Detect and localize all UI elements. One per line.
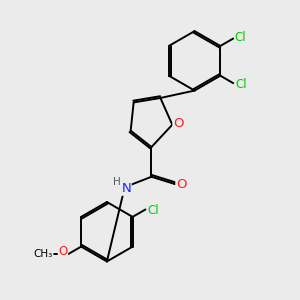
Text: O: O [58, 245, 68, 258]
Text: O: O [173, 117, 184, 130]
Text: Cl: Cl [236, 78, 247, 91]
Text: O: O [176, 178, 187, 191]
Text: N: N [121, 182, 131, 195]
Text: CH₃: CH₃ [34, 249, 53, 259]
Text: Cl: Cl [235, 31, 246, 44]
Text: Cl: Cl [147, 203, 159, 217]
Text: H: H [112, 177, 120, 187]
